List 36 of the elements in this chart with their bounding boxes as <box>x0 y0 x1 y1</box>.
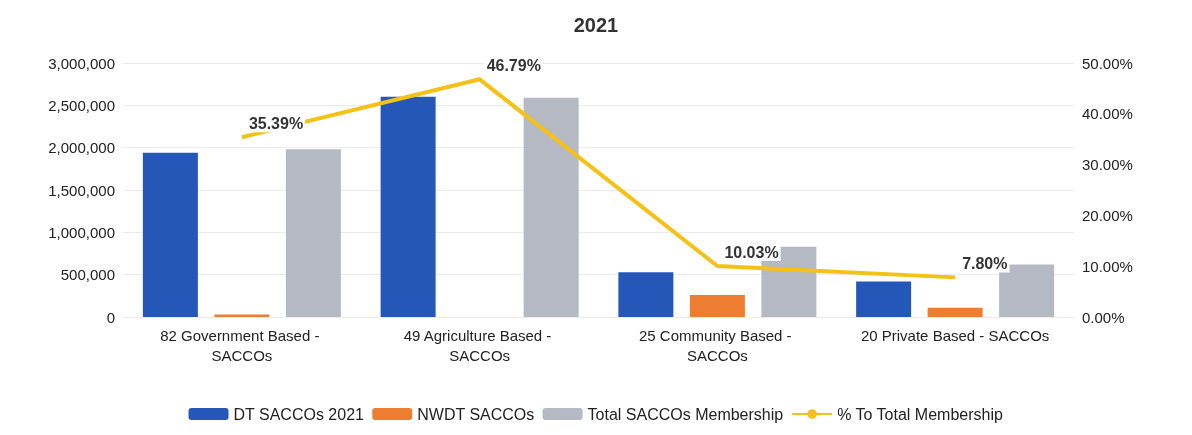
y2-tick-label: 10.00% <box>1082 257 1133 275</box>
bar <box>285 149 341 317</box>
y-tick-label: 1,000,000 <box>48 223 115 241</box>
bar <box>523 97 579 317</box>
bar <box>689 294 745 317</box>
legend-label: % To Total Membership <box>837 405 1003 423</box>
legend-label: NWDT SACCOs <box>417 405 535 423</box>
legend-label: DT SACCOs 2021 <box>233 405 365 423</box>
x-tick-label: 20 Private Based - SACCOs <box>860 326 1050 344</box>
y-tick-label: 0 <box>106 308 115 326</box>
y-tick-label: 1,500,000 <box>48 181 115 199</box>
bar <box>856 281 912 317</box>
bar <box>142 152 198 317</box>
x-tick-label: 25 Community Based - SACCOs <box>639 326 796 364</box>
y2-tick-label: 50.00% <box>1082 54 1133 72</box>
bar <box>214 314 270 317</box>
y2-tick-label: 30.00% <box>1082 156 1133 174</box>
chart-title: 2021 <box>573 14 619 36</box>
data-label: 10.03% <box>724 243 779 261</box>
y-tick-label: 3,000,000 <box>48 54 115 72</box>
y-tick-label: 2,500,000 <box>48 96 115 114</box>
y2-tick-label: 40.00% <box>1082 105 1133 123</box>
y2-tick-label: 20.00% <box>1082 206 1133 224</box>
x-tick-label: 49 Agriculture Based - SACCOs <box>403 326 556 364</box>
bar <box>618 272 674 317</box>
legend-label: Total SACCOs Membership <box>587 405 784 423</box>
y-tick-label: 2,000,000 <box>48 139 115 157</box>
data-label: 7.80% <box>962 254 1008 272</box>
y-tick-label: 500,000 <box>60 266 115 284</box>
y2-tick-label: 0.00% <box>1082 308 1125 326</box>
x-tick-label: 82 Government Based - SACCOs <box>160 326 324 364</box>
bar <box>927 307 983 317</box>
bar <box>380 96 436 317</box>
line-series <box>239 77 958 280</box>
data-label: 35.39% <box>248 114 304 132</box>
data-label: 46.79% <box>486 56 541 74</box>
